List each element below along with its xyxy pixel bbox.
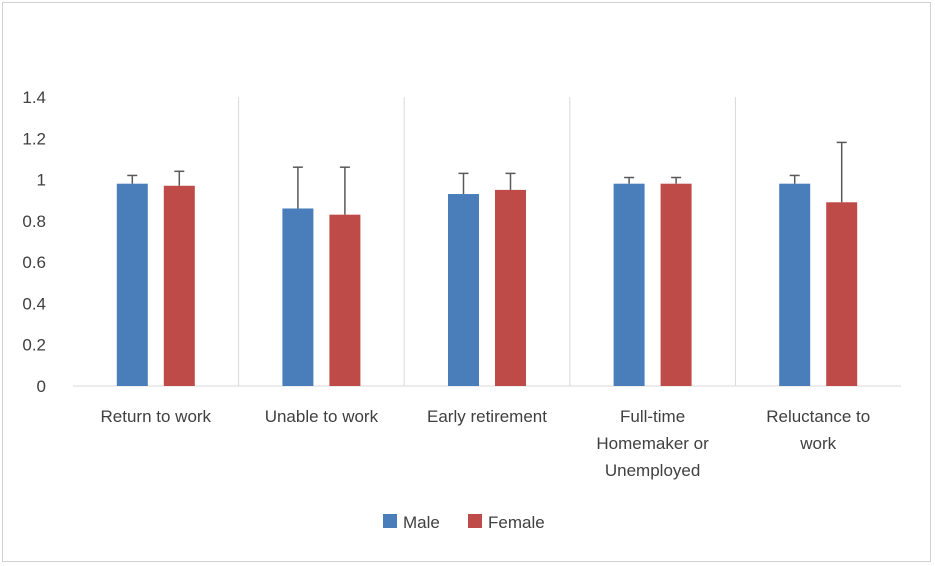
y-tick-label: 1.2 (22, 129, 46, 148)
category-label-line: Homemaker or (596, 434, 709, 453)
legend-swatch-female (468, 514, 482, 528)
bar-female (163, 185, 195, 386)
category-label: Return to work (101, 407, 212, 426)
bar-female (495, 189, 526, 386)
y-tick-label: 0.4 (22, 294, 46, 313)
legend-swatch-male (383, 514, 397, 528)
bar-male (116, 183, 148, 386)
category-label: Full-time Homemaker or Unemployed (596, 407, 709, 480)
bar-male (613, 183, 645, 386)
bar-female (660, 183, 692, 386)
category-label-line: Full-time (620, 407, 685, 426)
legend-label-male: Male (403, 513, 440, 532)
y-tick-label: 0.8 (22, 212, 46, 231)
bar-female (826, 202, 858, 386)
bar-male (282, 208, 314, 386)
category-label-line: Early retirement (427, 407, 547, 426)
bar-male (448, 194, 479, 386)
category-label: Reluctance to work (766, 407, 870, 453)
y-tick-label: 1 (37, 171, 46, 190)
category-label-line: Unemployed (605, 461, 700, 480)
y-tick-label: 0 (37, 377, 46, 396)
category-label: Early retirement (427, 407, 547, 426)
category-label-line: work (799, 434, 836, 453)
category-label-line: Return to work (101, 407, 212, 426)
category-label-line: Unable to work (265, 407, 379, 426)
y-tick-label: 1.4 (22, 88, 46, 107)
y-tick-label: 0.2 (22, 336, 46, 355)
bar-female (329, 214, 361, 386)
bar-male (779, 183, 811, 386)
category-label: Unable to work (265, 407, 379, 426)
y-tick-label: 0.6 (22, 253, 46, 272)
legend-label-female: Female (488, 513, 545, 532)
category-label-line: Reluctance to (766, 407, 870, 426)
